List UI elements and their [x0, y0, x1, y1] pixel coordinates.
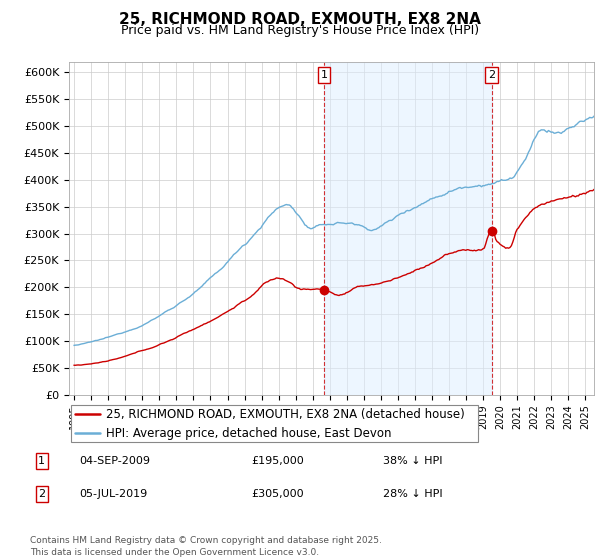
Text: £195,000: £195,000: [251, 456, 304, 466]
Text: Contains HM Land Registry data © Crown copyright and database right 2025.
This d: Contains HM Land Registry data © Crown c…: [30, 536, 382, 557]
Bar: [324, 62, 492, 395]
Text: Price paid vs. HM Land Registry's House Price Index (HPI): Price paid vs. HM Land Registry's House …: [121, 24, 479, 36]
Text: 25, RICHMOND ROAD, EXMOUTH, EX8 2NA (detached house): 25, RICHMOND ROAD, EXMOUTH, EX8 2NA (det…: [106, 408, 465, 421]
Text: 2: 2: [38, 489, 46, 499]
Text: HPI: Average price, detached house, East Devon: HPI: Average price, detached house, East…: [106, 427, 391, 440]
FancyBboxPatch shape: [71, 405, 478, 441]
Text: 1: 1: [38, 456, 45, 466]
Text: 05-JUL-2019: 05-JUL-2019: [80, 489, 148, 499]
Text: 04-SEP-2009: 04-SEP-2009: [80, 456, 151, 466]
Text: 38% ↓ HPI: 38% ↓ HPI: [383, 456, 443, 466]
Text: 1: 1: [320, 70, 328, 80]
Text: £305,000: £305,000: [251, 489, 304, 499]
Text: 25, RICHMOND ROAD, EXMOUTH, EX8 2NA: 25, RICHMOND ROAD, EXMOUTH, EX8 2NA: [119, 12, 481, 27]
Text: 2: 2: [488, 70, 495, 80]
Text: 28% ↓ HPI: 28% ↓ HPI: [383, 489, 443, 499]
